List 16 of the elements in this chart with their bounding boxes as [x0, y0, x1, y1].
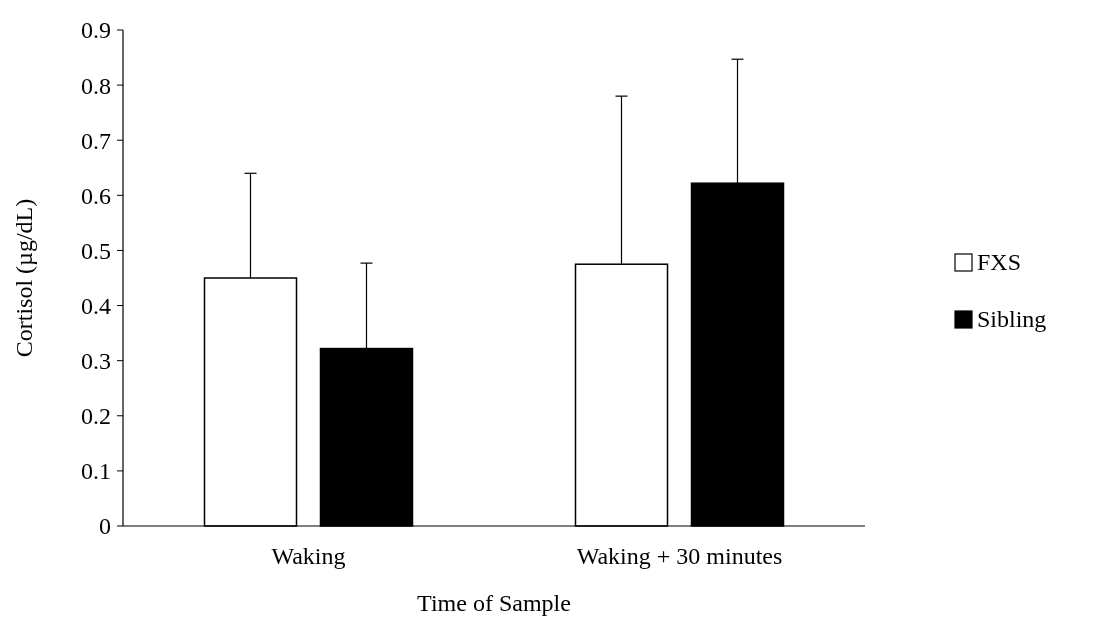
- x-tick-label: Waking + 30 minutes: [576, 543, 783, 569]
- y-tick-label: 0.2: [81, 403, 111, 430]
- y-tick-label: 0.5: [81, 237, 111, 264]
- y-tick-label: 0.9: [81, 17, 111, 44]
- y-tick-label: 0.7: [81, 127, 111, 154]
- y-tick-label: 0.4: [81, 292, 111, 319]
- x-axis-title: Time of Sample: [417, 590, 571, 616]
- y-axis-title: Cortisol (µg/dL): [11, 198, 37, 358]
- y-tick-label: 0.3: [81, 348, 111, 375]
- y-tick-label: 0: [99, 513, 111, 540]
- x-tick-label: Waking: [271, 543, 346, 569]
- y-tick-label: 0.8: [81, 72, 111, 99]
- y-tick-label: 0.1: [81, 458, 111, 485]
- y-tick-label: 0.6: [81, 182, 111, 209]
- legend-label: FXS: [977, 249, 1022, 276]
- legend-label: Sibling: [977, 306, 1047, 333]
